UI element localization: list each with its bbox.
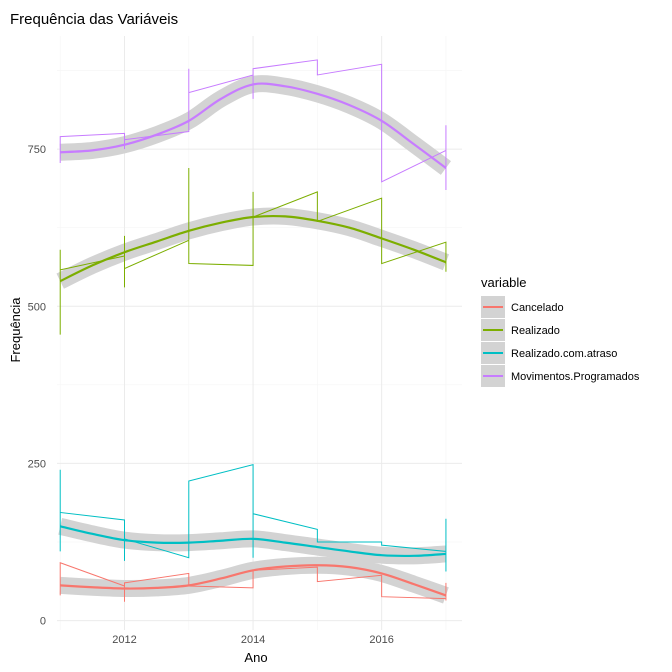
smooth-series-lines [59,82,447,597]
legend-label: Cancelado [511,302,564,314]
legend-item-cancelado: Cancelado [481,296,564,318]
x-tick-label: 2016 [369,634,393,646]
legend-item-realizado-com-atraso: Realizado.com.atraso [481,342,617,364]
y-tick-label: 750 [28,144,46,156]
x-tick-label: 2014 [241,634,265,646]
y-axis-title: Frequência [8,297,23,363]
y-tick-label: 250 [28,458,46,470]
smooth-line-realizado [59,214,447,283]
legend: variable Cancelado Realizado Realizado.com… [481,275,640,387]
legend-label: Realizado.com.atraso [511,348,617,360]
x-axis-title: Ano [244,650,267,665]
legend-item-movimentos-programados: Movimentos.Programados [481,365,640,387]
legend-label: Realizado [511,325,560,337]
x-axis-ticks: 2012 2014 2016 [112,634,394,646]
chart-title: Frequência das Variáveis [10,11,178,28]
y-tick-label: 500 [28,301,46,313]
raw-line-cancelado [59,562,447,602]
legend-label: Movimentos.Programados [511,371,640,383]
legend-items: Cancelado Realizado Realizado.com.atraso Mo… [481,296,640,387]
raw-line-movimentos-programados [59,59,447,190]
raw-line-realizado-com-atraso [59,464,447,572]
raw-series-lines [59,59,447,602]
legend-item-realizado: Realizado [481,319,560,341]
y-tick-label: 0 [40,616,46,628]
legend-title: variable [481,275,527,290]
x-tick-label: 2012 [112,634,136,646]
smooth-line-movimentos-programados [60,82,447,169]
smooth-line-realizado-com-atraso [59,525,446,558]
y-axis-ticks: 0 250 500 750 [28,144,46,627]
raw-line-realizado [59,168,447,335]
smooth-line-cancelado [60,564,447,597]
